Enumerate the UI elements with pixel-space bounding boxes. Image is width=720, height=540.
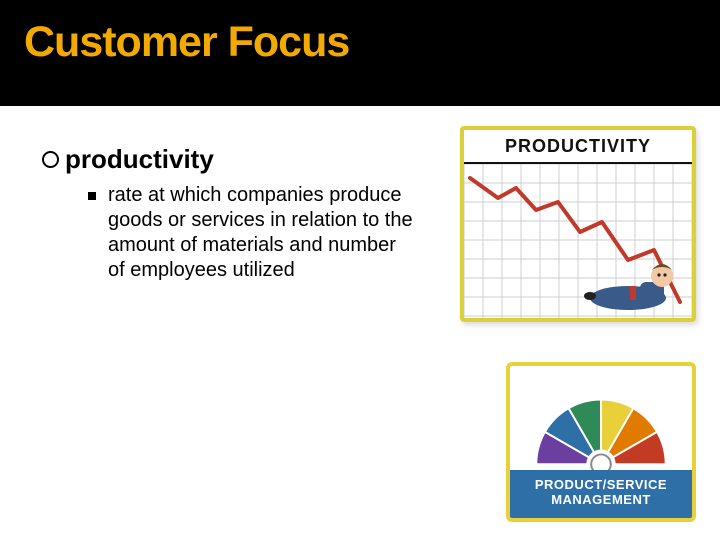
definition-text: rate at which companies produce goods or… [108, 183, 418, 283]
product-service-logo: PRODUCT/SERVICE MANAGEMENT [506, 362, 696, 522]
circle-bullet-icon [42, 151, 59, 168]
slide-title: Customer Focus [24, 18, 720, 67]
definition-row: rate at which companies produce goods or… [88, 183, 418, 283]
title-band: Customer Focus [0, 0, 720, 106]
productivity-illustration: PRODUCTIVITY [460, 126, 696, 322]
color-wheel-icon [531, 376, 671, 470]
logo-label: PRODUCT/SERVICE MANAGEMENT [510, 470, 692, 518]
businessman-icon [582, 242, 674, 312]
term-text: productivity [65, 144, 214, 175]
productivity-header: PRODUCTIVITY [464, 130, 692, 164]
square-bullet-icon [88, 192, 96, 200]
productivity-chart [464, 164, 692, 320]
